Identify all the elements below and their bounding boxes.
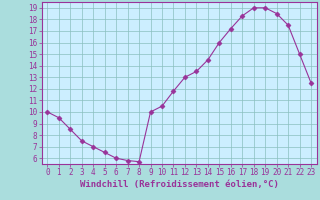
X-axis label: Windchill (Refroidissement éolien,°C): Windchill (Refroidissement éolien,°C) (80, 180, 279, 189)
